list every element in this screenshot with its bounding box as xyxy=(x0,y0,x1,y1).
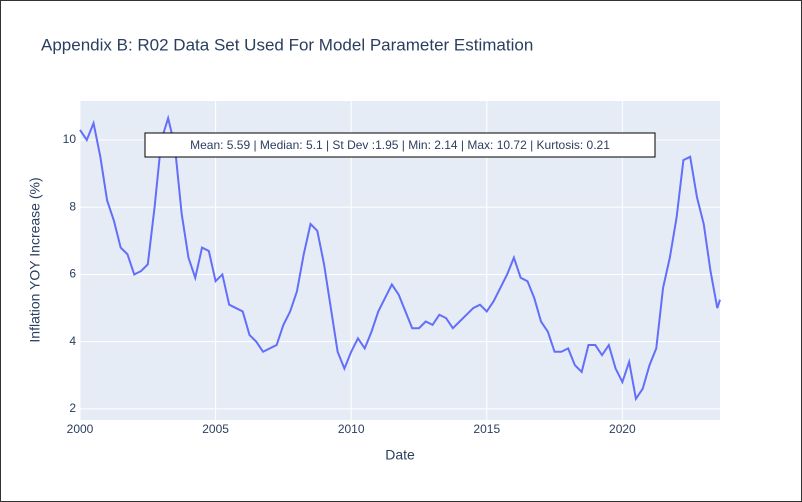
y-tick-label: 4 xyxy=(69,334,76,348)
y-tick-label: 2 xyxy=(69,401,76,415)
x-tick-label: 2015 xyxy=(473,422,500,436)
data-line xyxy=(79,114,721,402)
x-tick-label: 2000 xyxy=(67,422,94,436)
y-tick-label: 8 xyxy=(69,199,76,213)
x-tick-label: 2010 xyxy=(338,422,365,436)
x-tick-label: 2005 xyxy=(202,422,229,436)
x-axis-title: Date xyxy=(385,447,415,463)
y-tick-label: 10 xyxy=(63,132,77,146)
y-tick-label: 6 xyxy=(69,267,76,281)
chart-title: Appendix B: R02 Data Set Used For Model … xyxy=(41,35,533,54)
annotation: Mean: 5.59 | Median: 5.1 | St Dev :1.95 … xyxy=(190,138,610,152)
x-tick-label: 2020 xyxy=(609,422,636,436)
y-axis-title: Inflation YOY Increase (%) xyxy=(27,177,43,342)
annotation-box xyxy=(144,132,656,158)
